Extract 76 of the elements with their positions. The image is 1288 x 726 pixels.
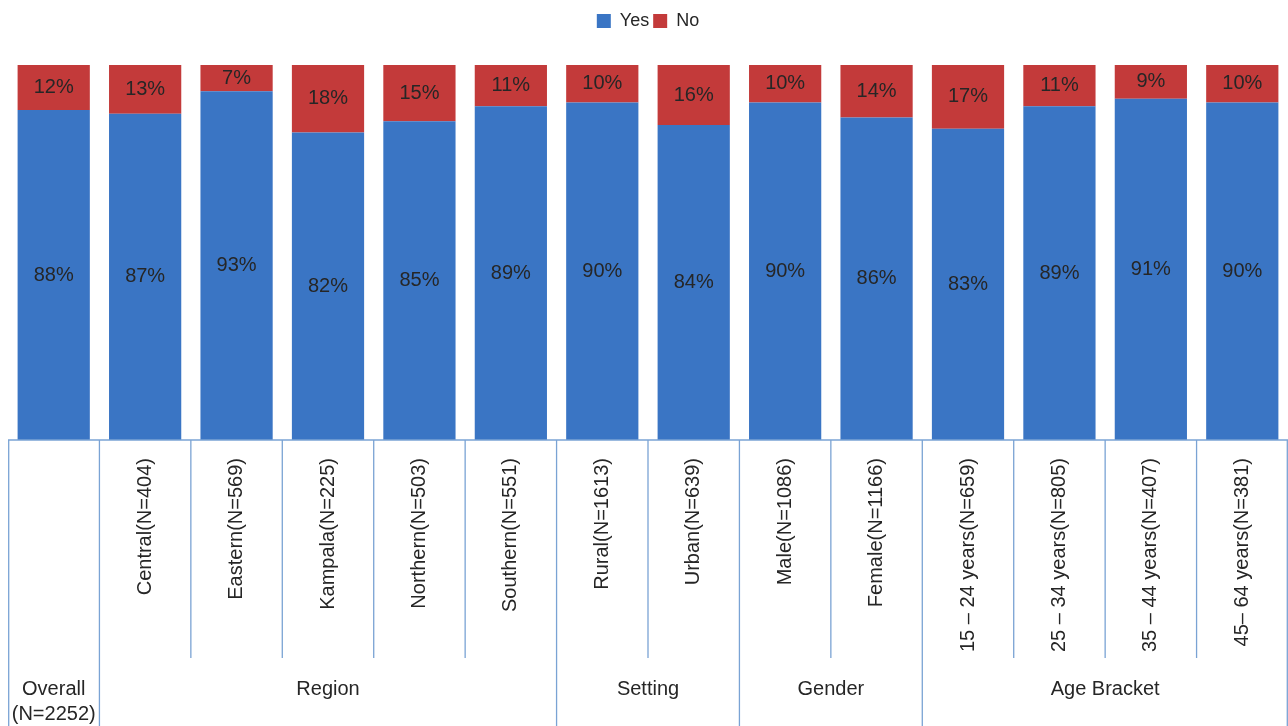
bar [749,102,822,440]
x-tick-label: 45– 64 years(N=381) [1229,458,1252,647]
data-label: 90% [582,258,623,281]
bar [1114,98,1187,440]
data-label: 18% [307,86,349,109]
data-label: 89% [1039,260,1080,283]
data-label: 90% [765,258,806,281]
data-label: 88% [33,262,74,285]
bar [657,65,730,125]
bar [383,65,456,122]
legend-label: Yes [619,9,650,30]
bar [109,65,182,114]
bar [931,65,1005,129]
text: Region [296,676,360,699]
bar [931,128,1005,440]
x-tick-label: 15 – 24 years(N=659) [955,458,978,653]
data-label: 83% [947,271,989,294]
data-label: 84% [673,270,714,293]
data-label: 89% [490,260,532,283]
bar [1023,65,1096,107]
data-label: 16% [673,82,714,105]
data-label: 10% [765,71,806,94]
bar [566,102,639,440]
data-label: 15% [399,80,440,103]
x-tick-label: Northern(N=503) [406,458,429,609]
bar [474,65,547,107]
bar [1023,106,1096,440]
bar [566,65,639,103]
x-tick-label: Eastern(N=569) [224,458,247,600]
text: Setting [616,676,680,699]
x-tick-label: Male(N=1086) [772,458,795,586]
data-label: 90% [1222,258,1263,281]
data-label: 86% [856,266,897,289]
data-label: 11% [1040,73,1079,96]
x-tick-label: 25 – 34 years(N=805) [1046,458,1069,653]
data-label: 82% [307,273,349,296]
x-tick-label: 35 – 44 years(N=407) [1138,458,1161,653]
bar [1206,102,1279,440]
data-label: 9% [1136,69,1166,92]
x-tick-label: Central(N=404) [132,458,155,596]
bar [1114,65,1187,99]
bar [840,65,913,118]
data-label: 17% [947,84,989,107]
data-label: 12% [33,75,74,98]
x-tick-label: Southern(N=551) [498,458,521,612]
bar [1206,65,1279,103]
bar [657,125,730,440]
data-label: 11% [491,73,531,96]
data-label: 93% [216,253,257,276]
text: Gender [797,676,865,699]
bar [291,65,365,133]
x-tick-label: Female(N=1166) [864,458,887,608]
bar [200,65,273,92]
bar [840,117,913,440]
bar [200,91,273,440]
x-tick-label: Rural(N=1613) [589,458,612,590]
text: Age Bracket [1050,676,1161,699]
bar [749,65,822,103]
data-label: 91% [1130,256,1172,279]
bar [17,110,90,440]
data-label: 85% [399,268,440,291]
bar [291,132,365,440]
x-tick-label: Urban(N=639) [681,458,704,586]
data-label: 10% [582,71,623,94]
data-label: 13% [125,76,166,99]
bar [109,113,182,440]
data-label: 7% [222,65,252,88]
data-label: 87% [125,264,166,287]
bar [383,121,456,440]
x-tick-label: Kampala(N=225) [315,458,338,610]
bar [17,65,90,110]
bar [474,106,547,440]
data-label: 14% [856,78,897,101]
data-label: 10% [1222,71,1263,94]
legend-label: No [676,9,700,30]
text: Overall (N=2252) [11,676,96,724]
